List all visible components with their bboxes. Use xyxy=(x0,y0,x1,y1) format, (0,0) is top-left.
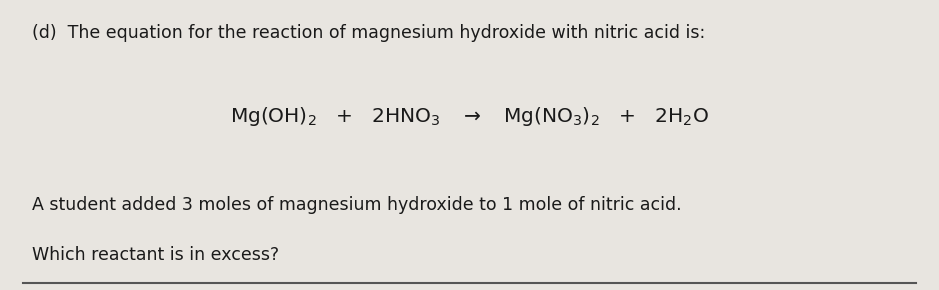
Text: (d)  The equation for the reaction of magnesium hydroxide with nitric acid is:: (d) The equation for the reaction of mag… xyxy=(32,24,705,42)
Text: $\mathregular{Mg(OH)_2}$   $\mathregular{+}$   $\mathregular{2HNO_3}$   $\righta: $\mathregular{Mg(OH)_2}$ $\mathregular{+… xyxy=(230,105,709,128)
Text: Which reactant is in excess?: Which reactant is in excess? xyxy=(32,246,279,264)
Text: A student added 3 moles of magnesium hydroxide to 1 mole of nitric acid.: A student added 3 moles of magnesium hyd… xyxy=(32,196,682,214)
